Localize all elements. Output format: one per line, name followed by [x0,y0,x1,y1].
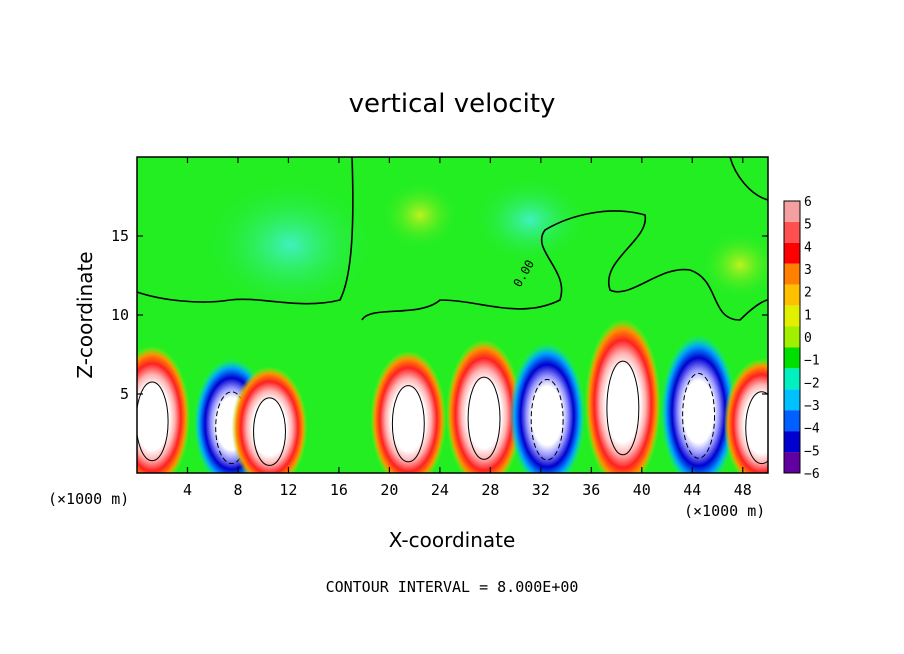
colorbar-label: 6 [804,195,812,210]
cell-contour [530,379,564,461]
x-tick-label: 24 [431,481,449,499]
cyan-region [200,175,380,315]
updraft-cells [137,318,768,473]
x-tick-label: 16 [330,481,348,499]
cyan-region [470,175,590,265]
x-tick-label: 8 [233,481,242,499]
colorbar-swatch [784,284,800,306]
cell-contour [745,391,768,465]
colorbar-swatch [784,201,800,222]
y-axis-label: Z-coordinate [73,251,97,378]
cell-negative-5 [509,342,586,473]
zero-contour [137,157,354,305]
colorbar-label: −6 [804,467,820,482]
colorbar-label: 0 [804,331,812,346]
cell-positive-4 [446,339,523,473]
cell-negative-7 [660,334,737,473]
colorbar-label: 1 [804,308,812,323]
y-tick-label: 15 [111,227,129,245]
colorbar-label: −5 [804,444,820,459]
colorbar-swatch [784,242,800,264]
y-axis-ticks: 5 10 15 [111,227,768,403]
y-tick-label: 10 [111,306,129,324]
colorbar-swatch [784,431,800,453]
cell-contour [137,381,169,462]
colorbar-swatch [784,326,800,348]
colorbar-label: 3 [804,263,812,278]
colorbar-swatch [784,347,800,369]
yellow-region [700,230,768,300]
colorbar-label: 5 [804,218,812,233]
x-tick-label: 36 [582,481,600,499]
y-tick-label: 5 [120,385,129,403]
colorbar-swatch [784,368,800,390]
colorbar-label: 2 [804,286,812,301]
cell-positive-6 [584,318,661,473]
colorbar-swatch [784,452,800,473]
cell-contour [606,360,640,456]
x-tick-label: 32 [532,481,550,499]
cell-contour [253,397,286,466]
cell-positive-2 [231,366,308,473]
cell-positive-0 [137,345,191,473]
x-tick-label: 4 [183,481,192,499]
x-tick-label: 40 [633,481,651,499]
colorbar-label: 4 [804,240,812,255]
cell-positive-3 [370,350,447,473]
colorbar-swatch [784,221,800,243]
cell-contour [391,385,425,463]
cell-contour [682,372,716,459]
chart-title: vertical velocity [349,89,556,119]
cell-positive-8 [723,358,768,473]
x-tick-label: 44 [683,481,701,499]
cell-contour [467,376,501,460]
x-tick-label: 28 [481,481,499,499]
colorbar-swatch [784,263,800,285]
colorbar-frame [783,200,801,474]
colorbar-label: −4 [804,422,820,437]
yellow-region [380,180,460,250]
colorbar: 6 5 4 3 2 1 0 −1 −2 −3 −4 −5 −6 [783,195,820,482]
heatmap-field: 0.00 [137,157,768,473]
x-tick-label: 48 [734,481,752,499]
zero-contour [361,210,768,321]
zero-contour [729,157,768,201]
x-axis-ticks: 4 8 12 16 20 24 28 32 36 40 44 48 [183,157,752,499]
x-axis-label: X-coordinate [389,528,516,552]
x-tick-label: 20 [380,481,398,499]
contour-interval-note: CONTOUR INTERVAL = 8.000E+00 [326,578,579,596]
x-tick-label: 12 [279,481,297,499]
x-unit-right: (×1000 m) [684,502,765,520]
colorbar-label: −3 [804,399,820,414]
colorbar-swatch [784,410,800,432]
colorbar-swatch [784,305,800,327]
colorbar-label: −1 [804,354,820,369]
colorbar-label: −2 [804,376,820,391]
x-unit-left: (×1000 m) [48,490,129,508]
colorbar-swatch [784,389,800,411]
